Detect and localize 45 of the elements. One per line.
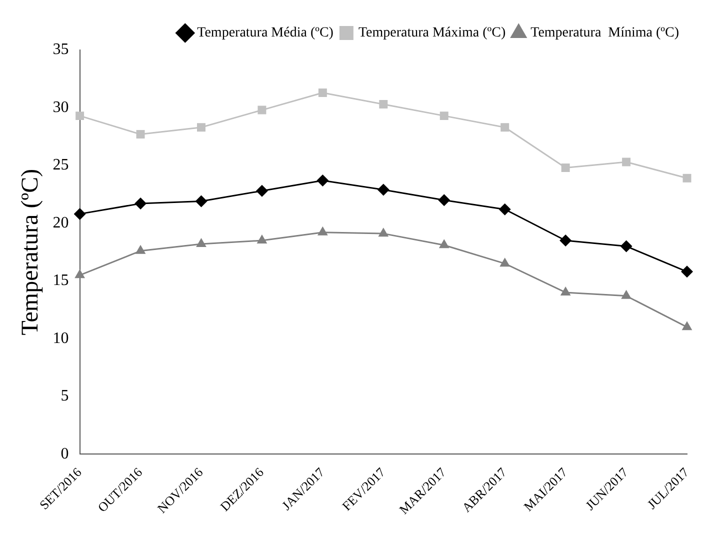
point: [256, 184, 268, 197]
point: [316, 174, 329, 186]
point: [74, 269, 85, 278]
y-tick-label: 10: [52, 330, 69, 347]
point: [258, 106, 266, 114]
point: [498, 203, 511, 216]
y-tick-label: 15: [52, 272, 69, 290]
point: [196, 238, 206, 247]
legend-label: Temperatura Mínima (ºC): [530, 26, 680, 41]
point: [681, 266, 693, 278]
legend-label: Temperatura Média (ºC): [197, 26, 334, 41]
point: [560, 286, 571, 296]
point: [378, 228, 389, 237]
legend-label: Temperatura Máxima (ºC): [358, 26, 506, 41]
point: [377, 184, 390, 196]
point: [561, 164, 570, 172]
y-tick-label: 0: [60, 445, 69, 462]
point: [500, 258, 510, 267]
point: [438, 239, 450, 248]
point: [136, 130, 145, 139]
point: [682, 321, 692, 330]
point: [76, 112, 84, 120]
y-tick-label: 5: [60, 388, 69, 405]
point: [682, 174, 692, 182]
point: [622, 158, 631, 166]
point: [197, 123, 206, 132]
y-axis-title: Temperatura (ºC): [18, 168, 44, 336]
point: [317, 226, 328, 236]
point: [195, 195, 208, 208]
point: [134, 198, 147, 210]
point: [438, 194, 450, 206]
point: [135, 244, 146, 254]
y-tick-label: 30: [52, 98, 69, 116]
y-tick-label: 25: [52, 156, 69, 174]
point: [560, 234, 572, 246]
point: [74, 208, 86, 220]
point: [256, 234, 268, 244]
point: [621, 290, 632, 299]
point: [379, 100, 388, 109]
point: [500, 123, 510, 132]
point: [318, 88, 327, 97]
point: [440, 112, 448, 120]
y-tick-label: 35: [52, 41, 69, 58]
point: [620, 240, 632, 252]
y-tick-label: 20: [52, 214, 69, 232]
